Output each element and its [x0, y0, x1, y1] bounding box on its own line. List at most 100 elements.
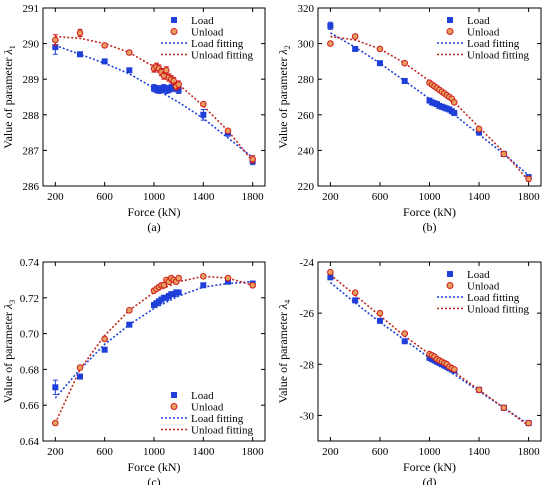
y-axis-label: Value of parameter λ1: [1, 45, 17, 149]
x-tick-label: 1000: [419, 446, 442, 458]
legend-marker: [171, 17, 177, 23]
data-point: [401, 59, 409, 67]
series-load: [52, 39, 256, 166]
data-point: [101, 335, 108, 343]
data-point: [327, 22, 334, 29]
fit-line-unload-fitting: [330, 35, 530, 182]
data-point: [249, 281, 256, 289]
y-tick-label: 0.72: [20, 293, 39, 305]
fit-line-load-fitting: [54, 280, 253, 399]
data-point: [101, 58, 108, 65]
x-axis-label: Force (kN): [403, 205, 456, 219]
x-tick-label: 200: [47, 191, 64, 203]
x-tick-label: 1400: [468, 191, 491, 203]
y-axis-label-text: Value of parameter: [276, 309, 290, 403]
x-tick-label: 1400: [468, 446, 491, 458]
legend-marker: [170, 28, 178, 35]
series-unload: [52, 273, 256, 427]
series-unload: [327, 33, 532, 183]
data-point: [175, 274, 182, 282]
legend-marker: [171, 392, 177, 398]
legend-label: Unload fitting: [191, 50, 254, 62]
legend-label: Load fitting: [467, 38, 520, 50]
y-axis-label-text: Value of parameter: [276, 54, 290, 148]
data-point: [351, 289, 359, 296]
x-tick-label: 200: [322, 446, 339, 458]
fit-line-load-fitting: [330, 32, 530, 176]
data-point: [200, 111, 207, 118]
y-tick-label: 300: [298, 39, 315, 51]
y-tick-label: 291: [23, 3, 40, 15]
data-point: [52, 36, 59, 44]
y-tick-label: 0.70: [20, 329, 40, 341]
y-tick-label: 220: [298, 181, 315, 193]
data-point: [249, 156, 256, 163]
legend-marker: [170, 403, 178, 410]
data-point: [163, 67, 170, 74]
y-tick-label: -26: [299, 308, 314, 320]
legend-marker: [446, 28, 454, 35]
x-tick-label: 1800: [518, 191, 541, 203]
x-tick-label: 1400: [192, 446, 215, 458]
y-tick-label: 290: [23, 39, 40, 51]
data-point: [327, 268, 334, 276]
data-point: [475, 125, 483, 133]
y-tick-label: 240: [298, 145, 315, 157]
data-point: [160, 281, 168, 289]
data-point: [126, 307, 133, 314]
panel-label: (c): [147, 475, 160, 485]
x-tick-label: 1800: [518, 446, 541, 458]
data-point: [451, 110, 458, 117]
y-axis-label: Value of parameter λ2: [276, 45, 292, 149]
x-axis-label: Force (kN): [403, 460, 456, 474]
data-point: [76, 29, 84, 37]
y-tick-label: 287: [23, 145, 40, 157]
y-tick-label: 260: [298, 110, 315, 122]
data-point: [376, 60, 383, 67]
fit-line-unload-fitting: [54, 275, 253, 424]
data-point: [525, 419, 532, 427]
legend-label: Unload: [467, 27, 500, 39]
data-point: [126, 321, 133, 328]
data-point: [351, 33, 359, 40]
legend-label: Unload: [191, 27, 224, 39]
plot-frame: [317, 7, 542, 187]
data-point: [101, 42, 108, 49]
y-axis-label-text: Value of parameter: [1, 54, 15, 148]
y-axis-label-symbol: λ: [276, 304, 290, 310]
legend-marker: [447, 17, 453, 23]
legend-label: Unload: [191, 402, 224, 414]
fit-line-load-fitting: [55, 44, 254, 159]
data-point: [200, 100, 207, 108]
data-point: [101, 346, 108, 353]
panel-label: (b): [423, 220, 437, 234]
y-tick-label: 289: [23, 74, 40, 86]
data-point: [77, 373, 83, 380]
legend-label: Unload fitting: [467, 50, 530, 62]
x-tick-label: 200: [47, 446, 64, 458]
y-tick-label: 286: [23, 181, 40, 193]
data-point: [401, 338, 408, 345]
x-tick-label: 600: [372, 446, 389, 458]
series-load: [52, 278, 256, 395]
data-point: [376, 317, 383, 324]
data-point: [376, 309, 384, 317]
data-point: [224, 274, 232, 282]
data-point: [175, 81, 182, 88]
data-point: [200, 282, 207, 289]
data-point: [376, 45, 384, 53]
chart-panel-4: 200 600 1000 1400 1800 -30 -28 -26 -24 Force (kN)…: [276, 257, 542, 485]
plot-frame: [42, 7, 266, 187]
legend-label: Load fitting: [191, 413, 244, 425]
legend-label: Unload fitting: [467, 304, 530, 316]
fit-line-unload-fitting: [329, 274, 530, 427]
data-point: [327, 40, 334, 47]
legend-label: Load fitting: [191, 38, 244, 50]
series-unload: [52, 28, 256, 164]
x-tick-label: 1000: [143, 191, 166, 203]
data-point: [200, 273, 207, 280]
